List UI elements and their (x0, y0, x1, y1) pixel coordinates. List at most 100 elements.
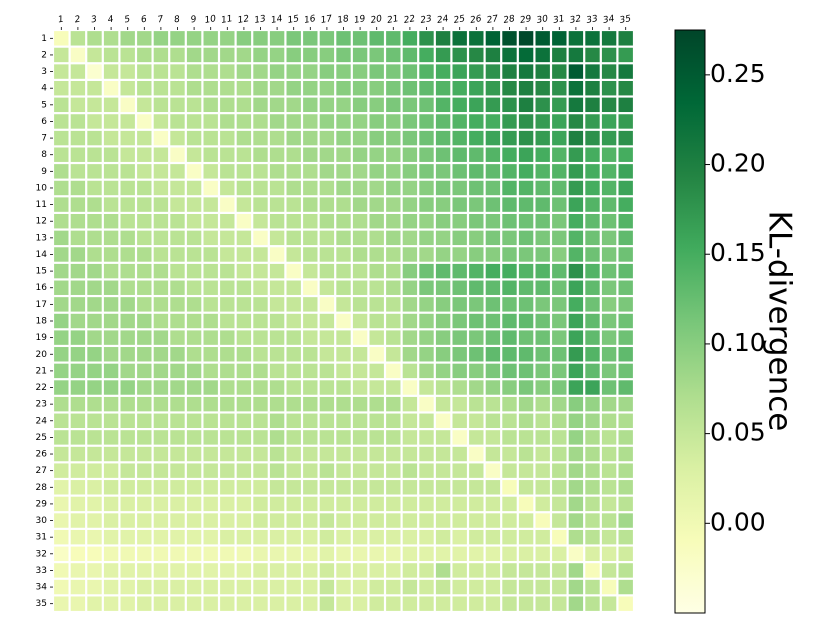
heatmap-cell-r10-c1 (54, 180, 69, 196)
x-tick-label: 30 (536, 14, 549, 26)
heatmap-cell-r33-c11 (220, 563, 235, 578)
heatmap-cell-r7-c26 (469, 130, 484, 146)
heatmap-cell-r29-c3 (87, 496, 102, 512)
heatmap-cell-r17-c26 (469, 297, 484, 312)
heatmap-cell-r14-c10 (203, 247, 218, 262)
heatmap-cell-r4-c13 (253, 80, 268, 96)
heatmap-cell-r28-c6 (137, 480, 152, 495)
heatmap-cell-r32-c28 (502, 546, 517, 562)
heatmap-cell-r15-c17 (319, 263, 335, 279)
heatmap-cell-r29-c19 (352, 496, 368, 512)
heatmap-cell-r9-c28 (502, 164, 517, 179)
heatmap-cell-r32-c15 (286, 546, 301, 562)
heatmap-cell-r6-c26 (469, 114, 484, 129)
heatmap-cell-r31-c13 (253, 529, 268, 545)
heatmap-cell-r14-c2 (70, 247, 86, 262)
heatmap-cell-r6-c11 (220, 114, 235, 129)
heatmap-cell-r2-c28 (502, 47, 517, 63)
heatmap-cell-r15-c19 (352, 263, 368, 279)
heatmap-cell-r14-c7 (153, 247, 169, 262)
heatmap-cell-r34-c17 (319, 579, 335, 595)
y-tick-label: 9 (41, 167, 47, 177)
heatmap-cell-r28-c23 (419, 480, 434, 495)
heatmap-cell-r28-c25 (452, 480, 467, 495)
heatmap-cell-r35-c4 (103, 596, 119, 611)
heatmap-cell-r21-c5 (120, 363, 135, 379)
x-tick-label: 24 (436, 14, 449, 26)
heatmap-cell-r12-c15 (286, 214, 301, 229)
heatmap-cell-r33-c24 (435, 563, 451, 578)
heatmap-cell-r32-c19 (352, 546, 368, 562)
heatmap-cell-r20-c21 (386, 347, 401, 362)
heatmap-cell-r13-c15 (286, 230, 301, 246)
heatmap-cell-r6-c6 (137, 114, 152, 129)
heatmap-cell-r10-c7 (153, 180, 169, 196)
heatmap-cell-r13-c28 (502, 230, 517, 246)
heatmap-cell-r12-c7 (153, 214, 169, 229)
heatmap-cell-r22-c6 (137, 380, 152, 395)
colorbar-gradient (674, 29, 706, 614)
heatmap-cell-r15-c29 (518, 263, 534, 279)
heatmap-cell-r14-c24 (435, 247, 451, 262)
y-tick-label: 10 (36, 183, 48, 193)
x-tick-label: 29 (519, 14, 532, 26)
heatmap-cell-r3-c33 (585, 64, 600, 79)
heatmap-cell-r34-c11 (220, 579, 235, 595)
heatmap-cell-r22-c27 (485, 380, 501, 395)
heatmap-cell-r22-c26 (469, 380, 484, 395)
heatmap-cell-r30-c9 (186, 513, 202, 528)
heatmap-cell-r16-c4 (103, 280, 119, 295)
heatmap-cell-r31-c34 (601, 529, 617, 545)
heatmap-cell-r32-c22 (402, 546, 418, 562)
heatmap-cell-r28-c32 (568, 480, 584, 495)
heatmap-cell-r17-c25 (452, 297, 467, 312)
heatmap-cell-r29-c15 (286, 496, 301, 512)
heatmap-cell-r34-c15 (286, 579, 301, 595)
heatmap-cell-r1-c5 (120, 31, 135, 46)
heatmap-cell-r23-c27 (485, 396, 501, 412)
heatmap-cell-r30-c28 (502, 513, 517, 528)
heatmap-cell-r12-c4 (103, 214, 119, 229)
heatmap-cell-r25-c1 (54, 430, 69, 445)
heatmap-cell-r34-c10 (203, 579, 218, 595)
heatmap-cell-r29-c23 (419, 496, 434, 512)
heatmap-cell-r12-c14 (269, 214, 285, 229)
heatmap-cell-r19-c20 (369, 330, 384, 345)
heatmap-cell-r2-c22 (402, 47, 418, 63)
y-tick-label: 27 (36, 466, 47, 476)
heatmap-cell-r33-c25 (452, 563, 467, 578)
heatmap-cell-r31-c25 (452, 529, 467, 545)
heatmap-cell-r13-c23 (419, 230, 434, 246)
x-tick-label: 9 (190, 15, 198, 26)
heatmap-cell-r1-c23 (419, 31, 434, 46)
heatmap-cell-r5-c21 (386, 97, 401, 113)
heatmap-cell-r15-c12 (236, 263, 252, 279)
colorbar-tick-label: 0.25 (710, 59, 766, 88)
x-tick-label: 35 (619, 14, 632, 26)
colorbar: 0.00 0.05 0.10 0.15 0.20 0.25 KL-divergence (674, 29, 798, 614)
heatmap-cell-r26-c4 (103, 446, 119, 462)
heatmap-cell-r16-c21 (386, 280, 401, 295)
heatmap-cell-r14-c31 (552, 247, 567, 262)
heatmap-cell-r1-c26 (469, 31, 484, 46)
heatmap-cell-r3-c19 (352, 64, 368, 79)
heatmap-cell-r32-c7 (153, 546, 169, 562)
heatmap-cell-r9-c1 (54, 164, 69, 179)
heatmap-cell-r17-c30 (535, 297, 550, 312)
heatmap-cell-r28-c4 (103, 480, 119, 495)
heatmap-cell-r30-c30 (535, 513, 550, 528)
heatmap-cell-r11-c28 (502, 197, 517, 212)
heatmap-cell-r6-c19 (352, 114, 368, 129)
heatmap-cell-r25-c14 (269, 430, 285, 445)
heatmap-cell-r6-c30 (535, 114, 550, 129)
heatmap-cell-r22-c35 (618, 380, 633, 395)
heatmap-cell-r4-c7 (153, 80, 169, 96)
heatmap-cell-r33-c26 (469, 563, 484, 578)
heatmap-cell-r15-c35 (618, 263, 633, 279)
heatmap-cell-r8-c12 (236, 147, 252, 162)
heatmap-cell-r10-c3 (87, 180, 102, 196)
heatmap-cell-r7-c34 (601, 130, 617, 146)
heatmap-cell-r8-c16 (303, 147, 318, 162)
heatmap-cell-r2-c35 (618, 47, 633, 63)
